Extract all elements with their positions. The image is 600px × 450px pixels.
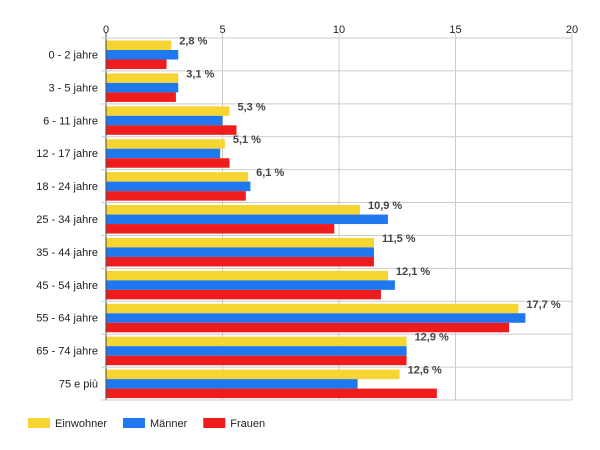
x-tick-label: 15 — [449, 24, 461, 36]
bar-männer — [106, 181, 251, 192]
bar-männer — [106, 247, 374, 257]
bar-einwohner — [106, 172, 249, 182]
bar-einwohner — [106, 270, 388, 281]
category-label: 55 - 64 jahre — [36, 313, 98, 325]
bar-frauen — [106, 388, 437, 399]
bar-männer — [106, 346, 407, 356]
category-label: 3 - 5 jahre — [48, 82, 98, 94]
bars — [106, 40, 526, 399]
bar-einwohner — [106, 237, 374, 248]
bar-männer — [106, 313, 526, 323]
bar-einwohner — [106, 73, 179, 83]
bar-einwohner — [106, 303, 519, 314]
data-label: 12,1 % — [396, 266, 430, 278]
category-label: 6 - 11 jahre — [43, 115, 98, 127]
category-label: 65 - 74 jahre — [36, 346, 98, 358]
bar-männer — [106, 115, 223, 126]
bar-männer — [106, 214, 388, 225]
category-label: 75 e più — [59, 379, 98, 391]
legend-swatch — [28, 418, 50, 428]
category-labels: 0 - 2 jahre 3 - 5 jahre 6 - 11 jahre 12 - 1… — [36, 49, 98, 390]
data-labels: 2,8 % 3,1 % 5,3 % 5,1 % 6,1 % 10,9 % 11,5 % 12,… — [179, 36, 561, 377]
x-tick-label: 10 — [333, 24, 345, 36]
bar-männer — [106, 280, 395, 290]
category-label: 35 - 44 jahre — [36, 247, 98, 259]
data-label: 6,1 % — [256, 167, 284, 179]
x-axis-ticks: 0 5 10 15 20 — [103, 24, 578, 36]
data-label: 17,7 % — [526, 299, 560, 311]
bar-frauen — [106, 256, 374, 267]
data-label: 12,9 % — [415, 332, 449, 344]
category-label: 12 - 17 jahre — [36, 148, 98, 160]
bar-männer — [106, 148, 221, 159]
bar-frauen — [106, 92, 176, 102]
bar-frauen — [106, 224, 335, 234]
category-label: 45 - 54 jahre — [36, 280, 98, 292]
bar-einwohner — [106, 205, 360, 215]
gridlines — [101, 33, 573, 401]
data-label: 5,3 % — [237, 101, 265, 113]
bar-frauen — [106, 59, 167, 69]
category-label: 0 - 2 jahre — [48, 49, 98, 61]
bar-frauen — [106, 322, 510, 333]
data-label: 10,9 % — [368, 200, 402, 212]
legend-label: Frauen — [230, 418, 265, 430]
x-tick-label: 5 — [219, 24, 225, 36]
data-label: 3,1 % — [186, 68, 214, 80]
data-label: 11,5 % — [382, 233, 416, 245]
data-label: 12,6 % — [408, 365, 442, 377]
bar-einwohner — [106, 106, 230, 116]
category-label: 18 - 24 jahre — [36, 181, 98, 193]
x-tick-label: 0 — [103, 24, 109, 36]
legend-swatch — [122, 418, 145, 428]
bar-frauen — [106, 158, 230, 168]
bar-frauen — [106, 125, 237, 135]
bar-einwohner — [106, 336, 407, 347]
legend: Einwohner Männer Frauen — [28, 418, 265, 430]
bar-männer — [106, 50, 179, 60]
bar-frauen — [106, 289, 381, 300]
data-label: 5,1 % — [233, 134, 261, 146]
data-label: 2,8 % — [179, 36, 207, 48]
category-label: 25 - 34 jahre — [36, 214, 98, 226]
bar-männer — [106, 379, 358, 389]
bar-einwohner — [106, 139, 225, 149]
legend-label: Einwohner — [55, 418, 107, 430]
legend-swatch — [203, 418, 226, 428]
bar-einwohner — [106, 40, 172, 50]
bar-frauen — [106, 355, 407, 366]
x-tick-label: 20 — [566, 24, 578, 36]
bar-männer — [106, 82, 179, 93]
bar-frauen — [106, 191, 246, 201]
bar-einwohner — [106, 369, 400, 380]
legend-label: Männer — [150, 418, 188, 430]
